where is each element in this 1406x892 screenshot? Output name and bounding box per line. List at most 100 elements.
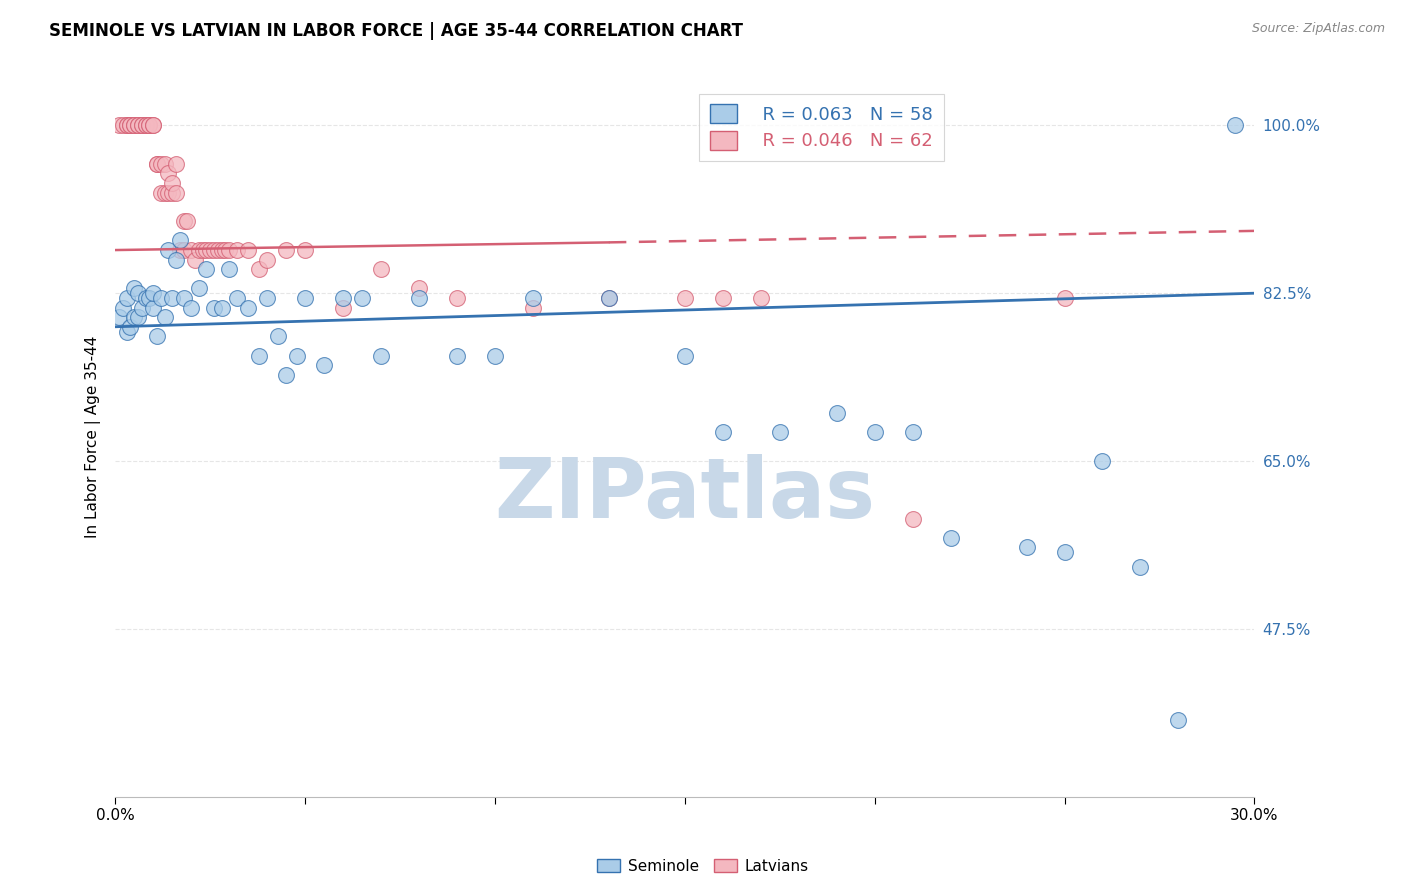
- Point: [153, 157, 176, 171]
- Point: [115, 325, 138, 339]
- Point: [522, 291, 544, 305]
- Point: [142, 301, 165, 315]
- Point: [446, 349, 468, 363]
- Point: [256, 252, 278, 267]
- Point: [157, 186, 180, 200]
- Point: [127, 286, 149, 301]
- Point: [135, 291, 157, 305]
- Point: [115, 119, 138, 133]
- Point: [187, 281, 209, 295]
- Point: [131, 119, 153, 133]
- Point: [256, 291, 278, 305]
- Point: [294, 291, 316, 305]
- Point: [1225, 119, 1247, 133]
- Point: [350, 291, 373, 305]
- Point: [187, 243, 209, 257]
- Point: [146, 157, 169, 171]
- Point: [173, 214, 195, 228]
- Point: [120, 319, 142, 334]
- Point: [122, 119, 145, 133]
- Text: Source: ZipAtlas.com: Source: ZipAtlas.com: [1251, 22, 1385, 36]
- Point: [598, 291, 620, 305]
- Point: [160, 291, 183, 305]
- Point: [135, 119, 157, 133]
- Point: [142, 119, 165, 133]
- Point: [1053, 291, 1076, 305]
- Point: [108, 310, 131, 325]
- Y-axis label: In Labor Force | Age 35-44: In Labor Force | Age 35-44: [86, 336, 101, 538]
- Point: [287, 349, 309, 363]
- Point: [408, 281, 430, 295]
- Point: [191, 243, 214, 257]
- Point: [1053, 545, 1076, 559]
- Text: SEMINOLE VS LATVIAN IN LABOR FORCE | AGE 35-44 CORRELATION CHART: SEMINOLE VS LATVIAN IN LABOR FORCE | AGE…: [49, 22, 744, 40]
- Point: [249, 349, 271, 363]
- Point: [1167, 713, 1189, 727]
- Point: [176, 214, 198, 228]
- Point: [673, 291, 696, 305]
- Point: [408, 291, 430, 305]
- Point: [127, 310, 149, 325]
- Point: [939, 531, 962, 545]
- Point: [108, 119, 131, 133]
- Point: [173, 291, 195, 305]
- Point: [598, 291, 620, 305]
- Point: [218, 262, 240, 277]
- Point: [332, 301, 354, 315]
- Point: [149, 186, 172, 200]
- Point: [370, 262, 392, 277]
- Point: [214, 243, 236, 257]
- Point: [120, 119, 142, 133]
- Point: [863, 425, 886, 440]
- Point: [165, 252, 187, 267]
- Point: [111, 301, 134, 315]
- Point: [267, 329, 290, 343]
- Point: [169, 243, 191, 257]
- Point: [146, 329, 169, 343]
- Point: [195, 262, 218, 277]
- Point: [138, 119, 160, 133]
- Point: [138, 291, 160, 305]
- Point: [370, 349, 392, 363]
- Point: [211, 243, 233, 257]
- Point: [294, 243, 316, 257]
- Point: [120, 119, 142, 133]
- Point: [749, 291, 772, 305]
- Text: ZIPatlas: ZIPatlas: [495, 454, 876, 535]
- Point: [711, 291, 734, 305]
- Point: [153, 310, 176, 325]
- Point: [131, 301, 153, 315]
- Point: [115, 291, 138, 305]
- Point: [135, 119, 157, 133]
- Point: [218, 243, 240, 257]
- Point: [274, 243, 297, 257]
- Legend: Seminole, Latvians: Seminole, Latvians: [591, 853, 815, 880]
- Point: [446, 291, 468, 305]
- Point: [146, 157, 169, 171]
- Point: [332, 291, 354, 305]
- Point: [127, 119, 149, 133]
- Point: [1129, 559, 1152, 574]
- Point: [825, 406, 848, 420]
- Point: [165, 157, 187, 171]
- Point: [225, 291, 247, 305]
- Point: [901, 511, 924, 525]
- Point: [249, 262, 271, 277]
- Point: [236, 243, 259, 257]
- Point: [711, 425, 734, 440]
- Point: [211, 301, 233, 315]
- Point: [484, 349, 506, 363]
- Point: [138, 119, 160, 133]
- Point: [173, 243, 195, 257]
- Point: [236, 301, 259, 315]
- Point: [202, 301, 225, 315]
- Point: [149, 157, 172, 171]
- Point: [1015, 541, 1038, 555]
- Point: [122, 281, 145, 295]
- Point: [901, 425, 924, 440]
- Point: [122, 119, 145, 133]
- Point: [160, 186, 183, 200]
- Point: [522, 301, 544, 315]
- Point: [1091, 454, 1114, 468]
- Point: [157, 243, 180, 257]
